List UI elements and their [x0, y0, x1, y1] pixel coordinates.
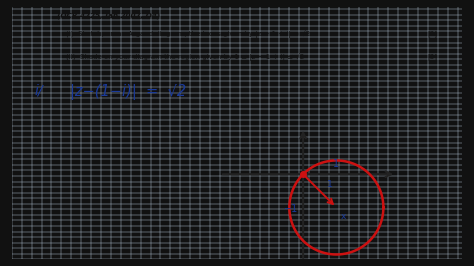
- Text: x: x: [340, 213, 346, 222]
- Text: [3]: [3]: [428, 53, 438, 60]
- Text: (i)  Sketch, on an Argand diagram, the locus given by |z − 1 + i| = √2: (i) Sketch, on an Argand diagram, the lo…: [66, 31, 310, 39]
- Text: (ii)  Shade on your diagram the region given by 1 ≤ |z − 1 + i| ≤ √2: (ii) Shade on your diagram the region gi…: [66, 53, 304, 61]
- Text: [3]: [3]: [428, 31, 438, 38]
- Text: i/: i/: [34, 84, 43, 98]
- Text: (OCR 4725, Jan 2007, Q4): (OCR 4725, Jan 2007, Q4): [57, 13, 160, 19]
- Text: |z−(1−i)|  =  √2: |z−(1−i)| = √2: [70, 84, 186, 100]
- Text: −1: −1: [284, 204, 298, 214]
- Text: 1: 1: [333, 159, 339, 169]
- Text: 1: 1: [327, 180, 333, 189]
